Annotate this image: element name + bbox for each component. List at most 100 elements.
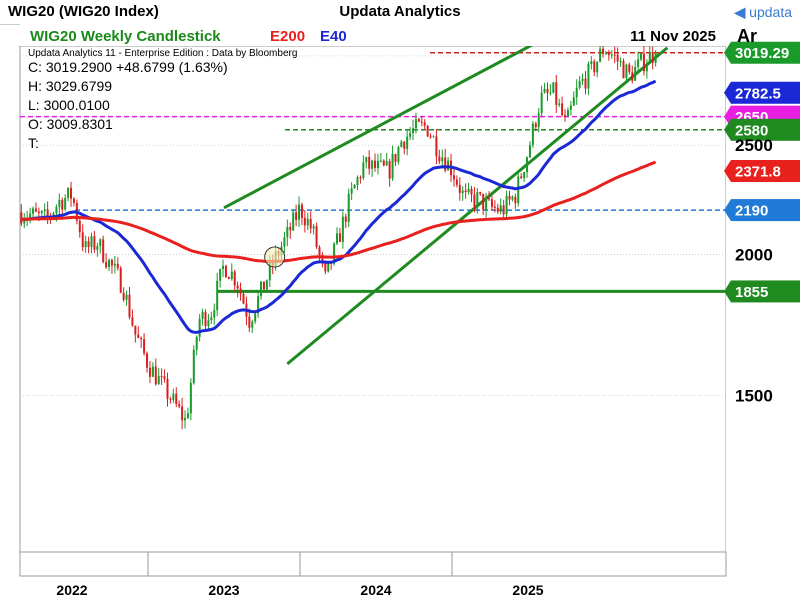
candle-body (505, 195, 508, 215)
candle-body (172, 393, 175, 400)
candle-body (642, 53, 645, 72)
candle-body (455, 179, 458, 185)
candle-body (344, 216, 347, 222)
close-line: C: 3019.2900 +48.6799 (1.63%) (28, 59, 228, 75)
candle-body (528, 145, 531, 158)
candle-body (283, 237, 286, 247)
candle-body (578, 81, 581, 88)
candle-body (613, 54, 616, 56)
candle-body (336, 233, 339, 244)
candle-body (178, 404, 181, 407)
moving-averages (21, 79, 657, 334)
candle-body (128, 294, 131, 318)
price-badge (731, 118, 800, 141)
candle-body (72, 198, 75, 203)
price-badge-pointer (724, 280, 731, 303)
app-title: Updata Analytics (339, 3, 461, 20)
candle-body (420, 121, 423, 123)
candle-body (213, 310, 216, 318)
candle-body (645, 63, 648, 72)
candle-body (470, 188, 473, 195)
candle-body (599, 48, 602, 62)
candle-body (195, 336, 198, 350)
candle-body (546, 88, 549, 93)
candle-body (318, 247, 321, 256)
candle-body (511, 196, 514, 200)
candle-body (414, 119, 417, 129)
candle-body (40, 211, 43, 213)
price-badge (731, 160, 800, 183)
ticker-label: WIG20 (WIG20 Index) (8, 3, 159, 20)
candle-body (435, 136, 438, 157)
candle-body (338, 233, 341, 242)
candle-body (651, 51, 654, 63)
candle-body (353, 184, 356, 189)
price-badge-pointer (724, 81, 731, 104)
candle-body (485, 198, 488, 210)
candle-body (262, 281, 265, 290)
candle-body (216, 280, 219, 311)
price-badge (731, 81, 800, 104)
candle-body (566, 110, 569, 117)
candle-body (254, 313, 257, 322)
candle-body (628, 64, 631, 73)
y-tick-label: 1500 (735, 387, 773, 406)
candle-body (371, 160, 374, 169)
candle-body (96, 246, 99, 250)
candle-body (356, 177, 359, 185)
x-tick-labels: 2022 2023 2024 2025 (56, 582, 543, 598)
candle-body (394, 154, 397, 162)
candle-body (198, 318, 201, 337)
candle-body (537, 113, 540, 128)
candle-body (131, 317, 134, 326)
candle-body (385, 161, 388, 166)
candle-body (350, 188, 353, 194)
candle-body (55, 206, 58, 214)
logo-mark-icon: ◀ (734, 4, 746, 20)
candle-body (93, 236, 96, 250)
edition-line: Updata Analytics 11 - Enterprise Edition… (28, 48, 297, 59)
candle-body (184, 417, 187, 421)
candle-body (426, 125, 429, 137)
candle-body (90, 236, 93, 248)
high-line: H: 3029.6799 (28, 78, 112, 94)
candle-body (154, 366, 157, 385)
candle-body (151, 366, 154, 377)
candle-body (122, 292, 125, 300)
candle-body (517, 176, 520, 204)
chart-date: 11 Nov 2025 (630, 28, 716, 45)
candle-body (625, 64, 628, 79)
candle-body (365, 157, 368, 163)
ema40-line (21, 79, 657, 334)
candle-body (526, 157, 529, 173)
candle-body (148, 367, 151, 377)
price-badge-label: 3019.29 (735, 45, 789, 62)
price-badge-label: 2371.8 (735, 164, 781, 181)
candle-body (593, 61, 596, 73)
price-badge-label: 2190 (735, 203, 768, 220)
candle-body (584, 78, 587, 89)
candle-body (429, 136, 432, 138)
x-tick-label: 2024 (360, 582, 391, 598)
candle-body (67, 187, 70, 199)
candle-body (362, 162, 365, 179)
candle-body (230, 271, 233, 280)
candle-body (555, 82, 558, 106)
candle-body (204, 311, 207, 327)
candle-body (587, 63, 590, 89)
candle-body (409, 133, 412, 137)
candle-body (607, 53, 610, 56)
candle-body (233, 271, 236, 286)
chart-title: WIG20 Weekly Candlestick (30, 28, 221, 45)
candle-body (616, 54, 619, 62)
candle-body (464, 190, 467, 193)
candle-body (327, 261, 330, 272)
updata-logo: ◀ updata (735, 4, 793, 21)
time-axis (19, 551, 727, 577)
candle-body (61, 199, 64, 210)
y-tick-label: 2500 (735, 136, 773, 155)
candle-body (619, 61, 622, 63)
candle-body (376, 160, 379, 169)
